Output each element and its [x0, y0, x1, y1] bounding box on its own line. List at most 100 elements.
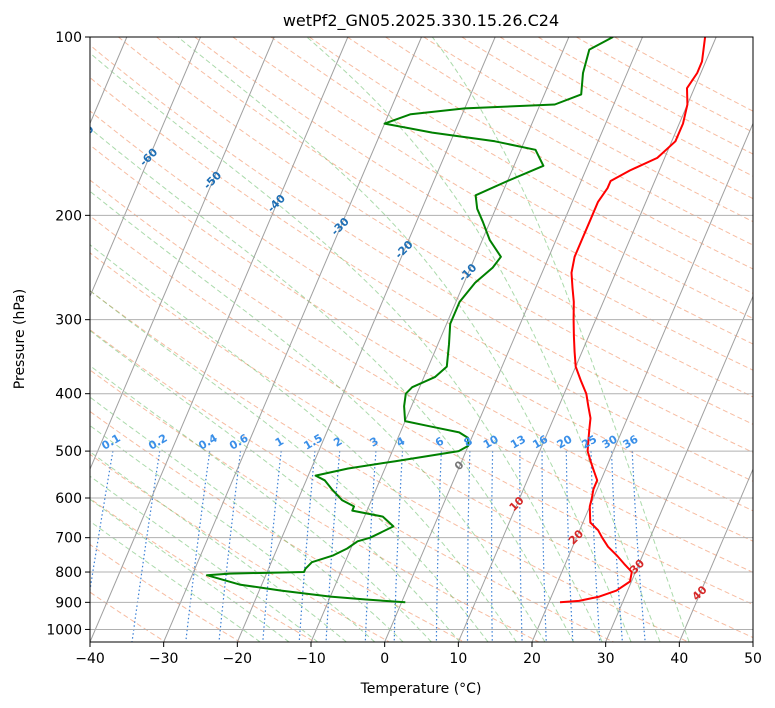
- isotherm: [531, 122, 753, 642]
- mixing-ratio-line: [393, 451, 404, 642]
- dry-adiabat: [90, 110, 753, 512]
- y-tick-label: 800: [55, 565, 82, 581]
- dry-adiabat: [461, 37, 753, 200]
- x-tick-label: 30: [597, 651, 615, 667]
- dry-adiabat: [90, 215, 753, 606]
- x-tick-label: 0: [380, 651, 389, 667]
- x-tick-label: −30: [149, 651, 179, 667]
- mixing-ratio-line: [519, 451, 523, 642]
- mixing-ratio-label: 16: [530, 432, 550, 451]
- dry-adiabat: [90, 543, 241, 642]
- series-layer: [205, 37, 707, 604]
- mixing-ratio-line: [610, 451, 623, 642]
- y-tick-label: 1000: [46, 622, 82, 638]
- moist-adiabat: [431, 37, 690, 642]
- isotherm-label: -80: [9, 99, 32, 122]
- x-tick-label: 20: [523, 651, 541, 667]
- dry-adiabat: [385, 37, 753, 246]
- x-tick-label: −20: [223, 651, 253, 667]
- dry-adiabat: [90, 179, 753, 573]
- mixing-ratio-line: [466, 451, 471, 642]
- moist-adiabat: [90, 290, 489, 642]
- mixing-ratio-line: [90, 450, 114, 594]
- isotherm-label: -60: [137, 145, 160, 168]
- dry-adiabat: [90, 290, 689, 642]
- mixing-ratio-line: [565, 451, 574, 642]
- moist-adiabat: [90, 127, 575, 642]
- y-tick-label: 300: [55, 313, 82, 329]
- moist-adiabat: [90, 244, 517, 642]
- moist-adiabat: [90, 424, 376, 642]
- x-tick-label: 10: [449, 651, 467, 667]
- isotherm-label: -20: [392, 238, 415, 261]
- isotherm-label: 10: [507, 494, 527, 514]
- dry-adiabat: [232, 37, 753, 345]
- x-tick-label: 50: [744, 651, 762, 667]
- moist-adiabat: [90, 52, 603, 642]
- isotherm-label: 20: [566, 527, 586, 547]
- mixing-ratio-line: [185, 451, 211, 642]
- mixing-ratio-label: 0.4: [196, 431, 220, 452]
- isotherm-label: -40: [265, 192, 288, 215]
- mixing-ratio-line: [298, 451, 316, 642]
- isotherm: [310, 37, 570, 642]
- dry-adiabat: [118, 37, 753, 425]
- mixing-ratio-labels: 0.1 0.2 0.4 0.6 1 1.5 2 3 4 6 8 10 13 16 20 25 30 36: [99, 431, 640, 452]
- x-axis: −40 −30 −20 −10 0 10 20 30 40 50: [75, 642, 762, 667]
- mixing-ratio-line: [218, 451, 242, 642]
- background-lines: [90, 37, 753, 642]
- y-axis: 100 200 300 400 500 600 700 800 900 1000: [46, 30, 90, 638]
- isotherm-label: 30: [627, 557, 647, 577]
- moist-adiabat: [306, 37, 661, 642]
- mixing-ratio-label: 20: [555, 432, 575, 451]
- mixing-ratio-line: [631, 451, 646, 642]
- mixing-ratio-label: 13: [508, 433, 528, 452]
- dry-adiabat: [90, 453, 390, 642]
- dry-adiabat: [270, 37, 753, 319]
- plot-frame: [89, 36, 754, 643]
- moist-adiabat: [90, 365, 432, 642]
- dewpoint-line: [205, 37, 614, 604]
- moist-adiabat: [177, 37, 632, 642]
- y-tick-label: 900: [55, 595, 82, 611]
- mixing-ratio-label: 1.5: [301, 432, 324, 453]
- dry-adiabat: [576, 37, 753, 133]
- isotherm: [384, 37, 643, 642]
- dry-adiabat: [90, 76, 753, 482]
- mixing-ratio-line: [325, 451, 341, 642]
- y-tick-label: 200: [55, 208, 82, 224]
- temperature-line: [559, 37, 707, 604]
- moist-adiabat: [90, 451, 347, 642]
- chart-title: wetPf2_GN05.2025.330.15.26.C24: [283, 11, 559, 31]
- x-axis-title: Temperature (°C): [360, 681, 482, 697]
- dry-adiabat: [90, 369, 540, 642]
- moist-adiabat: [90, 520, 261, 642]
- isotherm: [90, 37, 275, 471]
- dry-adiabat: [90, 144, 753, 542]
- isotherm-label: -30: [329, 215, 352, 238]
- mixing-ratio-line: [590, 451, 601, 642]
- moist-adiabat: [90, 475, 319, 642]
- dry-adiabat: [537, 37, 753, 155]
- mixing-ratio-line: [364, 451, 377, 642]
- x-tick-label: 40: [670, 651, 688, 667]
- y-tick-label: 600: [55, 491, 82, 507]
- y-tick-label: 500: [55, 444, 82, 460]
- moist-adiabat: [90, 329, 461, 642]
- y-tick-label: 400: [55, 387, 82, 403]
- x-tick-label: −40: [75, 651, 105, 667]
- isotherm: [678, 467, 753, 642]
- mixing-ratio-label: 0.2: [146, 432, 169, 453]
- isotherm: [90, 37, 349, 642]
- mixing-ratio-line: [262, 451, 282, 642]
- y-tick-label: 100: [55, 30, 82, 46]
- isotherm: [457, 37, 717, 642]
- dry-adiabat: [308, 37, 753, 294]
- x-tick-label: −10: [296, 651, 326, 667]
- mixing-ratio-label: 30: [600, 432, 620, 451]
- dry-adiabat: [156, 37, 753, 398]
- dry-adiabat: [90, 44, 753, 453]
- isotherm-label: 40: [690, 583, 710, 603]
